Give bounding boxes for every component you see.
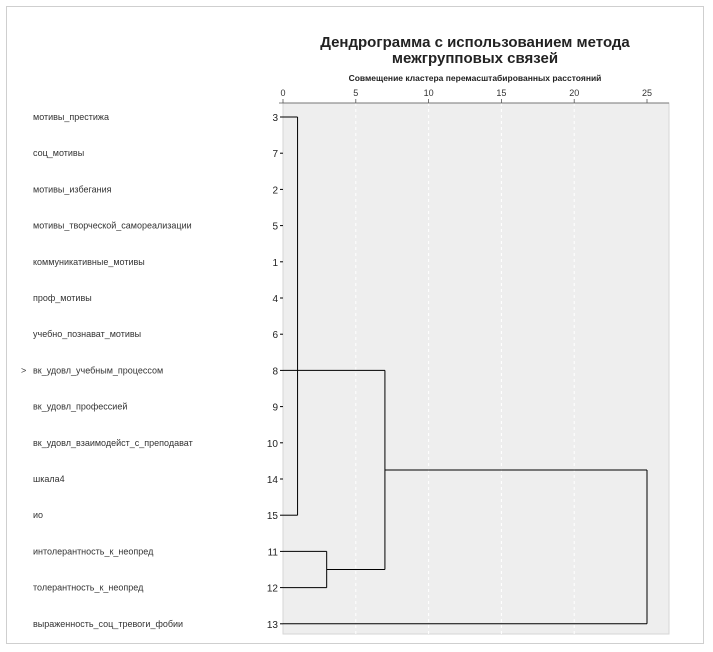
leaf-label: толерантность_к_неопред xyxy=(33,583,144,593)
leaf-label: мотивы_творческой_самореализации xyxy=(33,221,192,231)
case-number: 2 xyxy=(272,185,278,196)
tick-label: 20 xyxy=(569,88,579,98)
case-number: 5 xyxy=(272,222,278,233)
leaf-label: соц_мотивы xyxy=(33,148,84,158)
leaf-label: мотивы_престижа xyxy=(33,112,109,122)
case-number: 15 xyxy=(267,511,279,522)
case-number: 13 xyxy=(267,620,279,631)
chart-frame: Дендрограмма с использованием метода меж… xyxy=(6,6,704,644)
leaf-labels: мотивы_престижа 3 соц_мотивы 7 мотивы_избега… xyxy=(21,112,278,631)
leaf-label: ио xyxy=(33,510,43,520)
chart-title-line-2: межгрупповых связей xyxy=(392,50,558,67)
case-number: 8 xyxy=(272,366,278,377)
tick-label: 10 xyxy=(424,88,434,98)
leaf-label: учебно_познават_мотивы xyxy=(33,329,141,339)
leaf-label: выраженность_соц_тревоги_фобии xyxy=(33,619,183,629)
dendrogram-links xyxy=(280,116,648,625)
chart-subtitle: Совмещение кластера перемасштабированных… xyxy=(349,73,602,83)
x-axis: 0 5 10 15 20 25 xyxy=(279,88,669,104)
case-number: 1 xyxy=(272,258,278,269)
tick-label: 0 xyxy=(280,88,285,98)
leaf-label: интолерантность_к_неопред xyxy=(33,546,154,556)
leaf-label: проф_мотивы xyxy=(33,293,92,303)
chart-title-line-1: Дендрограмма с использованием метода xyxy=(320,34,630,51)
leaf-label: мотивы_избегания xyxy=(33,184,112,194)
dendrogram-chart: Дендрограмма с использованием метода меж… xyxy=(21,34,670,635)
case-number: 4 xyxy=(272,294,278,305)
tick-label: 25 xyxy=(642,88,652,98)
leaf-label: вк_удовл_учебным_процессом xyxy=(33,365,163,375)
leaf-label: шкала4 xyxy=(33,474,65,484)
case-number: 9 xyxy=(272,403,278,414)
case-number: 7 xyxy=(272,149,278,160)
row-marker: > xyxy=(21,365,26,375)
case-number: 11 xyxy=(268,547,279,558)
case-number: 3 xyxy=(272,113,278,124)
leaf-label: коммуникативные_мотивы xyxy=(33,257,145,267)
case-number: 14 xyxy=(267,475,279,486)
leaf-label: вк_удовл_профессией xyxy=(33,402,127,412)
gridlines xyxy=(355,103,575,634)
case-number: 6 xyxy=(272,330,278,341)
case-number: 10 xyxy=(267,439,279,450)
case-number: 12 xyxy=(267,584,279,595)
leaf-label: вк_удовл_взаимодейст_с_преподават xyxy=(33,438,193,448)
tick-label: 5 xyxy=(353,88,358,98)
plot-area xyxy=(282,102,670,635)
tick-label: 15 xyxy=(496,88,506,98)
